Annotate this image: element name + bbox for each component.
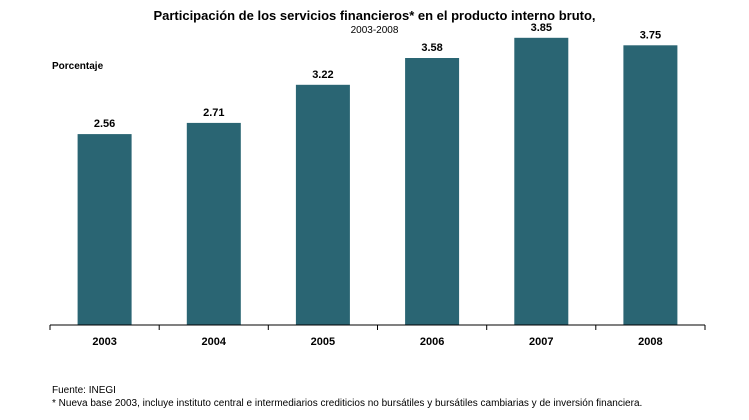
data-label-2003: 2.56 <box>94 118 115 130</box>
bar-2005 <box>295 84 350 325</box>
y-axis-label: Porcentaje <box>52 61 104 72</box>
x-tick-label-2005: 2005 <box>311 336 335 348</box>
bar-2008 <box>623 45 678 326</box>
data-label-2007: 3.85 <box>531 22 552 34</box>
x-tick-label-2008: 2008 <box>638 336 662 348</box>
bar-2007 <box>514 37 569 326</box>
footer-source: Fuente: INEGI <box>52 385 116 396</box>
x-tick-label-2004: 2004 <box>202 336 227 348</box>
x-tick-label-2007: 2007 <box>529 336 553 348</box>
x-tick-label-2003: 2003 <box>92 336 116 348</box>
data-label-2004: 2.71 <box>203 107 224 119</box>
data-label-2008: 3.75 <box>640 29 661 41</box>
data-label-2006: 3.58 <box>421 42 442 54</box>
chart-title: Participación de los servicios financier… <box>153 8 596 23</box>
x-tick-label-2006: 2006 <box>420 336 444 348</box>
bar-2006 <box>405 58 460 325</box>
bar-2004 <box>186 122 241 326</box>
bar-2003 <box>77 134 132 325</box>
data-label-2005: 3.22 <box>312 69 333 81</box>
chart-subtitle: 2003-2008 <box>350 25 399 36</box>
footer-note: * Nueva base 2003, incluye instituto cen… <box>52 398 643 409</box>
